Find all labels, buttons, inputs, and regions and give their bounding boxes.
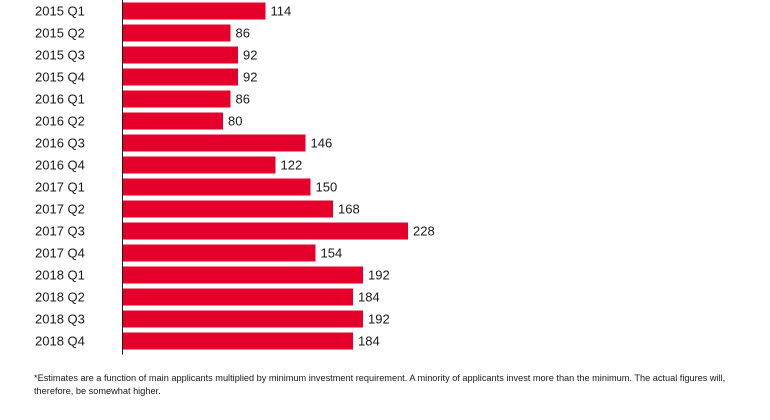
category-label: 2017 Q3 (35, 224, 85, 239)
value-label: 92 (243, 48, 257, 63)
value-label: 114 (271, 4, 292, 19)
bar (123, 222, 408, 240)
value-label: 150 (316, 180, 338, 195)
value-label: 154 (321, 246, 343, 261)
value-label: 184 (358, 290, 380, 305)
category-label: 2016 Q4 (35, 158, 85, 173)
bar (123, 310, 363, 328)
category-label: 2015 Q2 (35, 26, 85, 41)
bar (123, 332, 353, 350)
category-labels: 2015 Q1 2015 Q2 2015 Q3 2015 Q4 2016 Q1 2016 … (35, 4, 85, 349)
value-label: 92 (243, 70, 257, 85)
category-label: 2018 Q2 (35, 290, 85, 305)
bar (123, 112, 223, 130)
value-label: 192 (368, 268, 390, 283)
category-label: 2016 Q3 (35, 136, 85, 151)
value-label: 192 (368, 312, 390, 327)
value-label: 146 (311, 136, 333, 151)
bar (123, 156, 276, 174)
bar (123, 244, 316, 262)
category-label: 2015 Q4 (35, 70, 85, 85)
value-label: 86 (236, 92, 250, 107)
category-label: 2015 Q1 (35, 4, 85, 19)
value-label: 86 (236, 26, 250, 41)
bar-chart: 2015 Q1 2015 Q2 2015 Q3 2015 Q4 2016 Q1 2016 … (35, 0, 435, 355)
bar (123, 24, 231, 42)
bar (123, 68, 238, 86)
value-label: 168 (338, 202, 360, 217)
bar (123, 90, 231, 108)
value-label: 80 (228, 114, 242, 129)
category-label: 2016 Q1 (35, 92, 85, 107)
footnote: *Estimates are a function of main applic… (34, 373, 726, 396)
bars (123, 2, 408, 350)
value-label: 122 (281, 158, 303, 173)
category-label: 2017 Q4 (35, 246, 85, 261)
category-label: 2018 Q3 (35, 312, 85, 327)
category-label: 2015 Q3 (35, 48, 85, 63)
bar (123, 266, 363, 284)
category-label: 2018 Q4 (35, 334, 85, 349)
bar (123, 2, 266, 20)
bar (123, 200, 333, 218)
value-label: 184 (358, 334, 380, 349)
category-label: 2016 Q2 (35, 114, 85, 129)
category-label: 2017 Q1 (35, 180, 85, 195)
value-label: 228 (413, 224, 435, 239)
category-label: 2017 Q2 (35, 202, 85, 217)
bar (123, 46, 238, 64)
bar (123, 178, 311, 196)
bar (123, 134, 306, 152)
category-label: 2018 Q1 (35, 268, 85, 283)
bar (123, 288, 353, 306)
